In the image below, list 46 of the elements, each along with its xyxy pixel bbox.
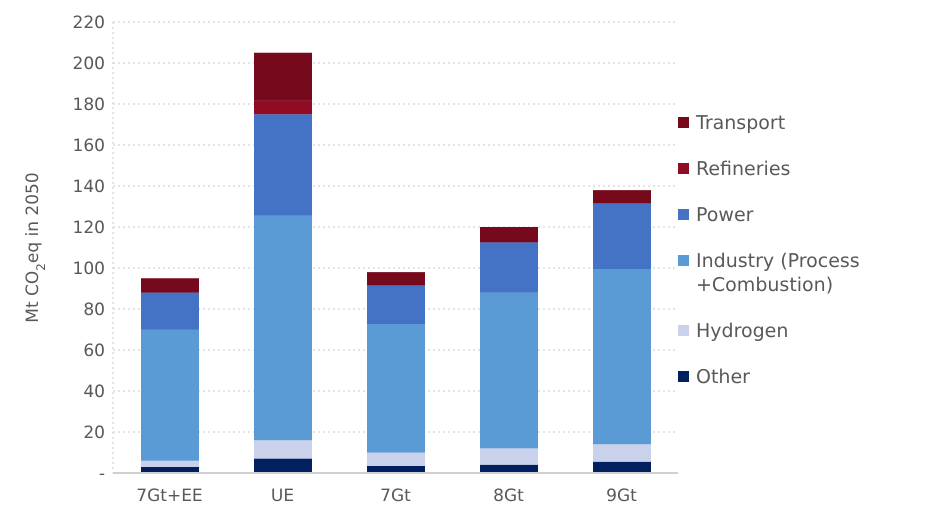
x-tick-label: 8Gt (493, 486, 524, 506)
bar (480, 242, 538, 293)
y-tick-label: 160 (72, 136, 105, 156)
x-tick-label: UE (270, 486, 294, 506)
bar (593, 462, 651, 473)
bar (480, 448, 538, 465)
legend-label: Other (696, 364, 750, 388)
y-tick-label: 140 (72, 177, 105, 198)
legend-label: Power (696, 202, 754, 226)
bar (141, 292, 199, 330)
bar (593, 190, 651, 204)
bar (254, 100, 312, 114)
bar (367, 324, 425, 452)
y-tick-label: 220 (72, 13, 105, 34)
bar (254, 216, 312, 440)
bar (141, 460, 199, 467)
legend-label: Hydrogen (696, 318, 788, 342)
legend-label: Industry (Process +Combustion) (696, 248, 861, 296)
y-tick-label: 180 (72, 95, 105, 116)
y-tick-label: 120 (72, 218, 105, 238)
bar (254, 458, 312, 473)
y-tick-label: 60 (83, 341, 105, 362)
legend-label: Transport (696, 110, 786, 134)
bar (367, 285, 425, 324)
bar (141, 278, 199, 293)
bar (593, 269, 651, 444)
bar (480, 292, 538, 448)
x-tick-label: 7Gt (380, 486, 412, 506)
x-tick-label: 7Gt+EE (136, 486, 203, 506)
y-tick-label: 20 (83, 423, 105, 444)
y-tick-label: - (98, 464, 105, 484)
bar (254, 114, 312, 216)
bar (593, 203, 651, 270)
bar (367, 272, 425, 286)
legend-label: Refineries (696, 156, 790, 180)
bar (254, 52, 312, 101)
y-tick-label: 40 (83, 382, 105, 402)
y-tick-label: 80 (83, 300, 105, 320)
y-tick-label: 200 (72, 54, 105, 74)
bar (367, 452, 425, 466)
x-tick-label: 9Gt (606, 486, 638, 506)
bar (593, 444, 651, 462)
y-tick-label: 100 (72, 259, 105, 280)
bar (480, 227, 538, 242)
bar (141, 330, 199, 461)
bar (254, 440, 312, 459)
